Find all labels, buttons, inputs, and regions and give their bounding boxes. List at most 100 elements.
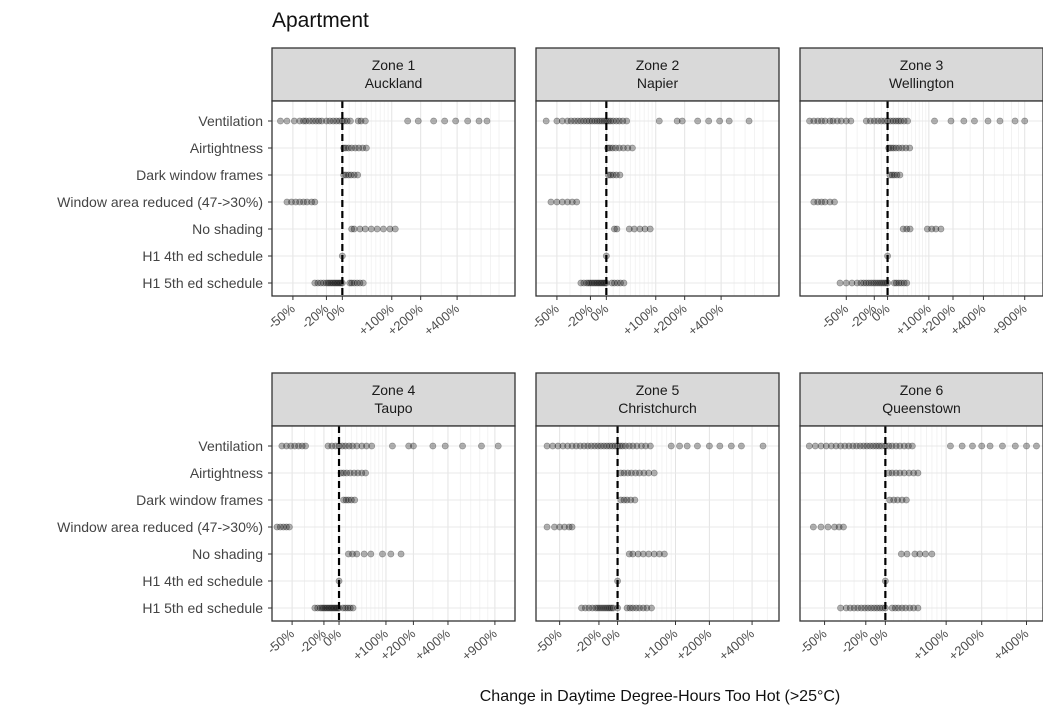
data-point: [660, 550, 668, 558]
data-point: [611, 442, 619, 450]
data-point: [620, 469, 628, 477]
data-point: [914, 469, 922, 477]
strip-location-label: Taupo: [374, 400, 412, 416]
data-point: [326, 604, 334, 612]
data-point: [591, 442, 599, 450]
data-point: [645, 469, 653, 477]
data-point: [588, 117, 596, 125]
data-point: [387, 550, 395, 558]
data-point: [283, 198, 291, 206]
data-point: [931, 117, 938, 125]
data-point: [863, 442, 871, 450]
facet-panel: Zone 5 Christchurch -50% -20%0% +100%+200% +4…: [532, 372, 780, 664]
data-point: [615, 117, 623, 125]
data-point: [900, 469, 908, 477]
data-point: [895, 279, 903, 287]
data-point: [640, 469, 648, 477]
data-point: [864, 604, 872, 612]
data-point: [822, 442, 830, 450]
data-point: [350, 225, 358, 233]
data-point: [322, 604, 329, 612]
data-point: [875, 442, 883, 450]
data-point: [837, 604, 844, 612]
data-point: [818, 198, 825, 206]
data-point: [572, 442, 580, 450]
data-point: [350, 279, 358, 287]
data-point: [553, 198, 561, 206]
y-category-label: H1 4th ed schedule: [142, 248, 263, 264]
data-point: [885, 442, 893, 450]
x-tick-label: -50%: [818, 301, 851, 332]
data-point: [861, 604, 869, 612]
data-point: [848, 279, 856, 287]
data-point: [623, 117, 631, 125]
data-point: [887, 117, 894, 125]
x-tick-label: +900%: [989, 301, 1030, 339]
data-point: [350, 469, 358, 477]
y-category-label: Airtightness: [190, 140, 263, 156]
data-point: [571, 117, 578, 125]
data-point: [616, 171, 624, 179]
data-point: [283, 117, 291, 125]
data-point: [902, 604, 910, 612]
data-point: [353, 550, 361, 558]
data-point: [409, 442, 417, 450]
data-point: [667, 442, 675, 450]
data-point: [342, 496, 350, 504]
y-category-label: No shading: [192, 221, 263, 237]
data-point: [922, 550, 929, 558]
data-point: [345, 550, 352, 558]
data-point: [620, 279, 628, 287]
data-point: [889, 117, 897, 125]
data-point: [287, 442, 295, 450]
data-point: [1011, 117, 1019, 125]
data-point: [314, 279, 322, 287]
data-point: [312, 117, 320, 125]
data-point: [906, 604, 914, 612]
data-point: [300, 117, 307, 125]
data-point: [984, 117, 992, 125]
data-point: [329, 279, 337, 287]
data-point: [295, 442, 302, 450]
data-point: [379, 550, 386, 558]
data-point: [897, 279, 905, 287]
data-point: [906, 144, 914, 152]
panel-border: [799, 100, 1043, 297]
data-point: [894, 604, 902, 612]
data-point: [1011, 442, 1019, 450]
data-point: [892, 144, 900, 152]
data-point: [694, 442, 701, 450]
data-point: [629, 442, 637, 450]
data-point: [276, 523, 284, 531]
data-point: [348, 144, 356, 152]
data-point: [334, 279, 342, 287]
data-point: [842, 279, 850, 287]
data-point: [678, 117, 686, 125]
data-point: [897, 550, 905, 558]
data-point: [636, 604, 643, 612]
data-point: [598, 604, 606, 612]
data-point: [614, 279, 621, 287]
data-point: [362, 144, 370, 152]
data-point: [898, 144, 906, 152]
data-point: [459, 442, 466, 450]
data-point: [302, 117, 310, 125]
data-point: [1033, 442, 1040, 450]
data-point: [354, 469, 362, 477]
data-point: [893, 171, 901, 179]
data-point: [857, 279, 865, 287]
data-point: [598, 279, 606, 287]
data-point: [870, 117, 878, 125]
data-point: [590, 279, 598, 287]
data-point: [359, 144, 367, 152]
strip-location-label: Christchurch: [618, 400, 697, 416]
data-point: [849, 442, 857, 450]
facet-strip: [271, 372, 516, 427]
data-point: [636, 469, 643, 477]
data-point: [345, 144, 352, 152]
facet-strip: [799, 47, 1043, 102]
data-point: [574, 117, 582, 125]
data-point: [639, 550, 647, 558]
data-point: [430, 117, 438, 125]
data-point: [543, 442, 551, 450]
